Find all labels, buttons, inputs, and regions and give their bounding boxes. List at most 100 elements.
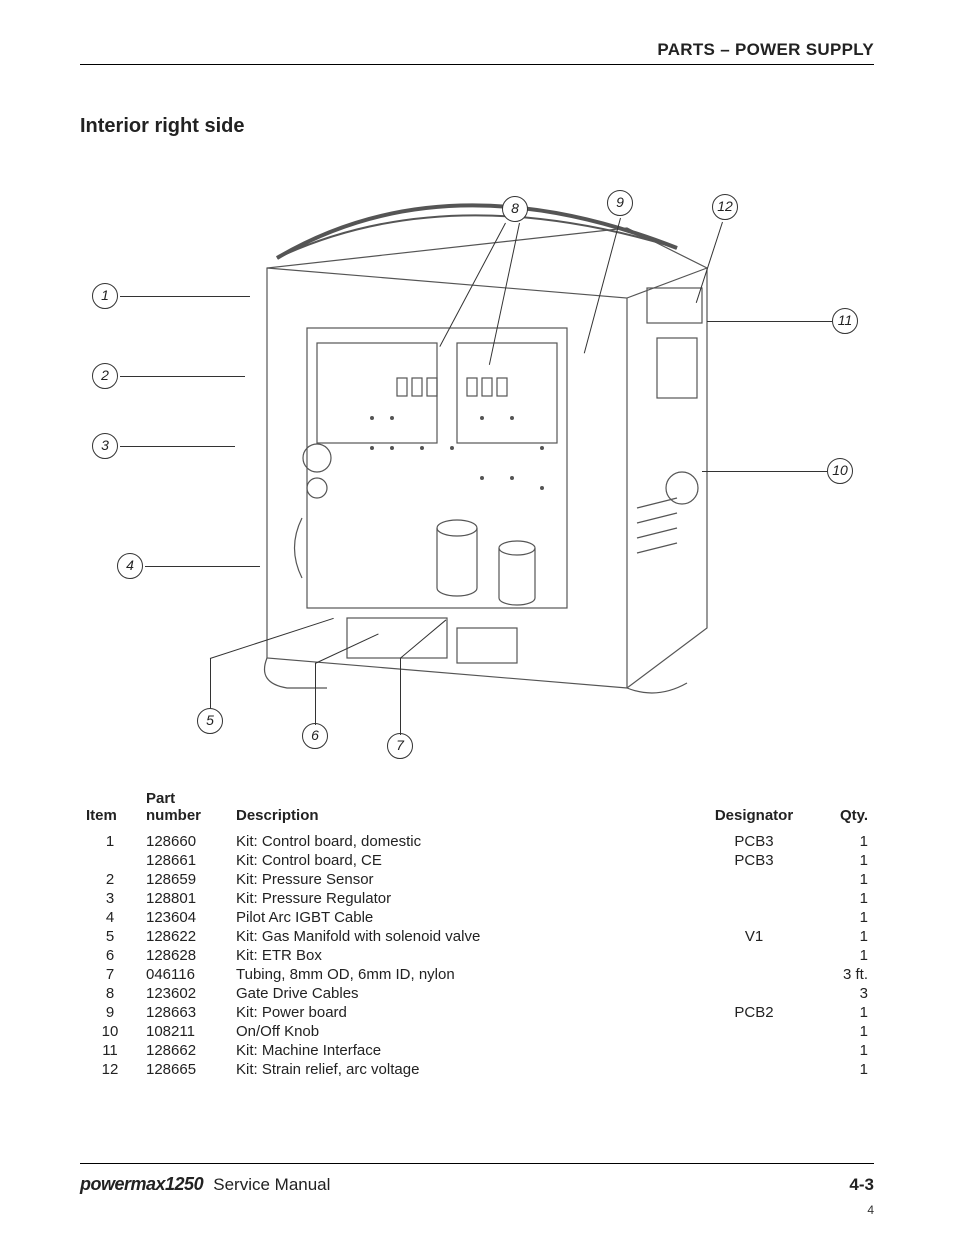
cell-part: 123602 bbox=[140, 984, 230, 1003]
page-number: 4-3 bbox=[849, 1175, 874, 1195]
table-row: 2128659Kit: Pressure Sensor1 bbox=[80, 870, 874, 889]
callout-11: 11 bbox=[832, 308, 858, 334]
cell-part: 046116 bbox=[140, 965, 230, 984]
cell-desig: PCB3 bbox=[694, 832, 814, 851]
callout-12: 12 bbox=[712, 194, 738, 220]
cell-part: 128801 bbox=[140, 889, 230, 908]
table-row: 4123604Pilot Arc IGBT Cable 1 bbox=[80, 908, 874, 927]
cell-part: 128662 bbox=[140, 1041, 230, 1060]
cell-qty: 1 bbox=[814, 1022, 874, 1041]
sub-page-number: 4 bbox=[867, 1203, 874, 1217]
col-header-designator: Designator bbox=[694, 788, 814, 832]
cell-part: 128622 bbox=[140, 927, 230, 946]
cell-item: 9 bbox=[80, 1003, 140, 1022]
callout-10: 10 bbox=[827, 458, 853, 484]
cell-desc: Tubing, 8mm OD, 6mm ID, nylon bbox=[230, 965, 694, 984]
callout-5: 5 bbox=[197, 708, 223, 734]
cell-desig bbox=[694, 1022, 814, 1041]
callout-2: 2 bbox=[92, 363, 118, 389]
cell-desc: Kit: Pressure Sensor bbox=[230, 870, 694, 889]
cell-item: 3 bbox=[80, 889, 140, 908]
cell-desig bbox=[694, 965, 814, 984]
device-illustration bbox=[207, 188, 767, 708]
cell-desig bbox=[694, 984, 814, 1003]
cell-desc: Pilot Arc IGBT Cable bbox=[230, 908, 694, 927]
leader-7v bbox=[400, 658, 401, 735]
table-row: 6128628Kit: ETR Box 1 bbox=[80, 946, 874, 965]
table-row: 8123602Gate Drive Cables3 bbox=[80, 984, 874, 1003]
callout-3: 3 bbox=[92, 433, 118, 459]
table-row: 11128662Kit: Machine Interface1 bbox=[80, 1041, 874, 1060]
leader-3 bbox=[120, 446, 235, 447]
cell-desig bbox=[694, 908, 814, 927]
table-row: 10108211On/Off Knob1 bbox=[80, 1022, 874, 1041]
leader-5v bbox=[210, 658, 211, 708]
cell-desc: Kit: Control board, domestic bbox=[230, 832, 694, 851]
cell-desc: Kit: Pressure Regulator bbox=[230, 889, 694, 908]
page-header: PARTS – POWER SUPPLY bbox=[80, 40, 874, 65]
callout-7: 7 bbox=[387, 733, 413, 759]
cell-desig bbox=[694, 1060, 814, 1079]
cell-desc: Kit: Strain relief, arc voltage bbox=[230, 1060, 694, 1079]
cell-desig bbox=[694, 946, 814, 965]
cell-desig bbox=[694, 1041, 814, 1060]
leader-11 bbox=[707, 321, 832, 322]
leader-1 bbox=[120, 296, 250, 297]
cell-part: 128665 bbox=[140, 1060, 230, 1079]
cell-desc: Gate Drive Cables bbox=[230, 984, 694, 1003]
cell-qty: 1 bbox=[814, 1060, 874, 1079]
cell-item: 5 bbox=[80, 927, 140, 946]
cell-part: 128661 bbox=[140, 851, 230, 870]
cell-item: 7 bbox=[80, 965, 140, 984]
cell-qty: 1 bbox=[814, 889, 874, 908]
callout-4: 4 bbox=[117, 553, 143, 579]
cell-item: 6 bbox=[80, 946, 140, 965]
cell-qty: 1 bbox=[814, 1041, 874, 1060]
table-row: 12128665Kit: Strain relief, arc voltage1 bbox=[80, 1060, 874, 1079]
cell-item bbox=[80, 851, 140, 870]
col-header-description: Description bbox=[230, 788, 694, 832]
cell-part: 128663 bbox=[140, 1003, 230, 1022]
cell-qty: 1 bbox=[814, 908, 874, 927]
cell-qty: 3 ft. bbox=[814, 965, 874, 984]
cell-part: 123604 bbox=[140, 908, 230, 927]
cell-part: 128660 bbox=[140, 832, 230, 851]
cell-desig bbox=[694, 889, 814, 908]
cell-qty: 1 bbox=[814, 851, 874, 870]
cell-qty: 1 bbox=[814, 946, 874, 965]
table-row: 3128801Kit: Pressure Regulator 1 bbox=[80, 889, 874, 908]
cell-qty: 1 bbox=[814, 870, 874, 889]
table-row: 7046116Tubing, 8mm OD, 6mm ID, nylon 3 ft… bbox=[80, 965, 874, 984]
table-row: 9128663Kit: Power boardPCB21 bbox=[80, 1003, 874, 1022]
callout-6: 6 bbox=[302, 723, 328, 749]
cell-item: 2 bbox=[80, 870, 140, 889]
cell-item: 1 bbox=[80, 832, 140, 851]
cell-part: 128628 bbox=[140, 946, 230, 965]
cell-desc: On/Off Knob bbox=[230, 1022, 694, 1041]
footer-left: powermax1250 Service Manual bbox=[80, 1174, 330, 1195]
callout-8: 8 bbox=[502, 196, 528, 222]
col-header-item: Item bbox=[80, 788, 140, 832]
cell-desc: Kit: Gas Manifold with solenoid valve bbox=[230, 927, 694, 946]
parts-diagram: 1 2 3 4 5 6 7 8 9 12 11 10 bbox=[87, 168, 867, 748]
cell-desig: PCB3 bbox=[694, 851, 814, 870]
leader-2 bbox=[120, 376, 245, 377]
cell-item: 4 bbox=[80, 908, 140, 927]
col-header-part: Part number bbox=[140, 788, 230, 832]
leader-10 bbox=[702, 471, 827, 472]
cell-desig bbox=[694, 870, 814, 889]
callout-9: 9 bbox=[607, 190, 633, 216]
cell-desc: Kit: Control board, CE bbox=[230, 851, 694, 870]
section-title: Interior right side bbox=[80, 115, 874, 138]
cell-part: 108211 bbox=[140, 1022, 230, 1041]
leader-4 bbox=[145, 566, 260, 567]
callout-1: 1 bbox=[92, 283, 118, 309]
cell-item: 8 bbox=[80, 984, 140, 1003]
cell-item: 11 bbox=[80, 1041, 140, 1060]
header-section-label: PARTS – POWER SUPPLY bbox=[657, 40, 874, 59]
page-footer: powermax1250 Service Manual 4-3 bbox=[80, 1163, 874, 1195]
cell-desc: Kit: Power board bbox=[230, 1003, 694, 1022]
table-row: 128661Kit: Control board, CEPCB31 bbox=[80, 851, 874, 870]
cell-desc: Kit: ETR Box bbox=[230, 946, 694, 965]
col-header-qty: Qty. bbox=[814, 788, 874, 832]
